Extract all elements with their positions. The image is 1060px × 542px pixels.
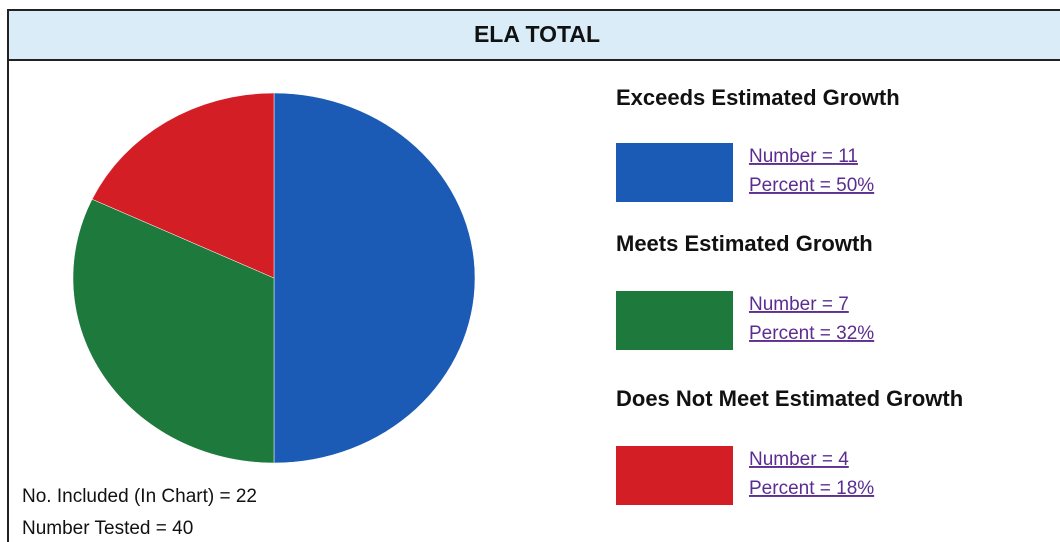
legend-swatch <box>616 291 733 350</box>
pie-slice <box>72 198 275 464</box>
note: No. Included (In Chart) = 22 <box>22 486 257 507</box>
percent-link[interactable]: Percent = 18% <box>749 478 874 499</box>
legend-swatch <box>616 143 733 202</box>
count-link[interactable]: Number = 7 <box>749 294 849 315</box>
chart-title: ELA TOTAL <box>474 21 600 47</box>
percent-link[interactable]: Percent = 32% <box>749 323 874 344</box>
count-link[interactable]: Number = 11 <box>749 146 858 167</box>
legend-swatch <box>616 446 733 505</box>
count-link[interactable]: Number = 4 <box>749 449 849 470</box>
legend-heading: Does Not Meet Estimated Growth <box>616 386 963 411</box>
pie-slice <box>273 92 476 464</box>
legend-heading: Meets Estimated Growth <box>616 231 873 256</box>
pie-slice <box>91 92 275 279</box>
legend-heading: Exceeds Estimated Growth <box>616 85 900 110</box>
header-bar <box>7 9 1060 61</box>
note: Number Tested = 40 <box>22 518 193 539</box>
percent-link[interactable]: Percent = 50% <box>749 175 874 196</box>
